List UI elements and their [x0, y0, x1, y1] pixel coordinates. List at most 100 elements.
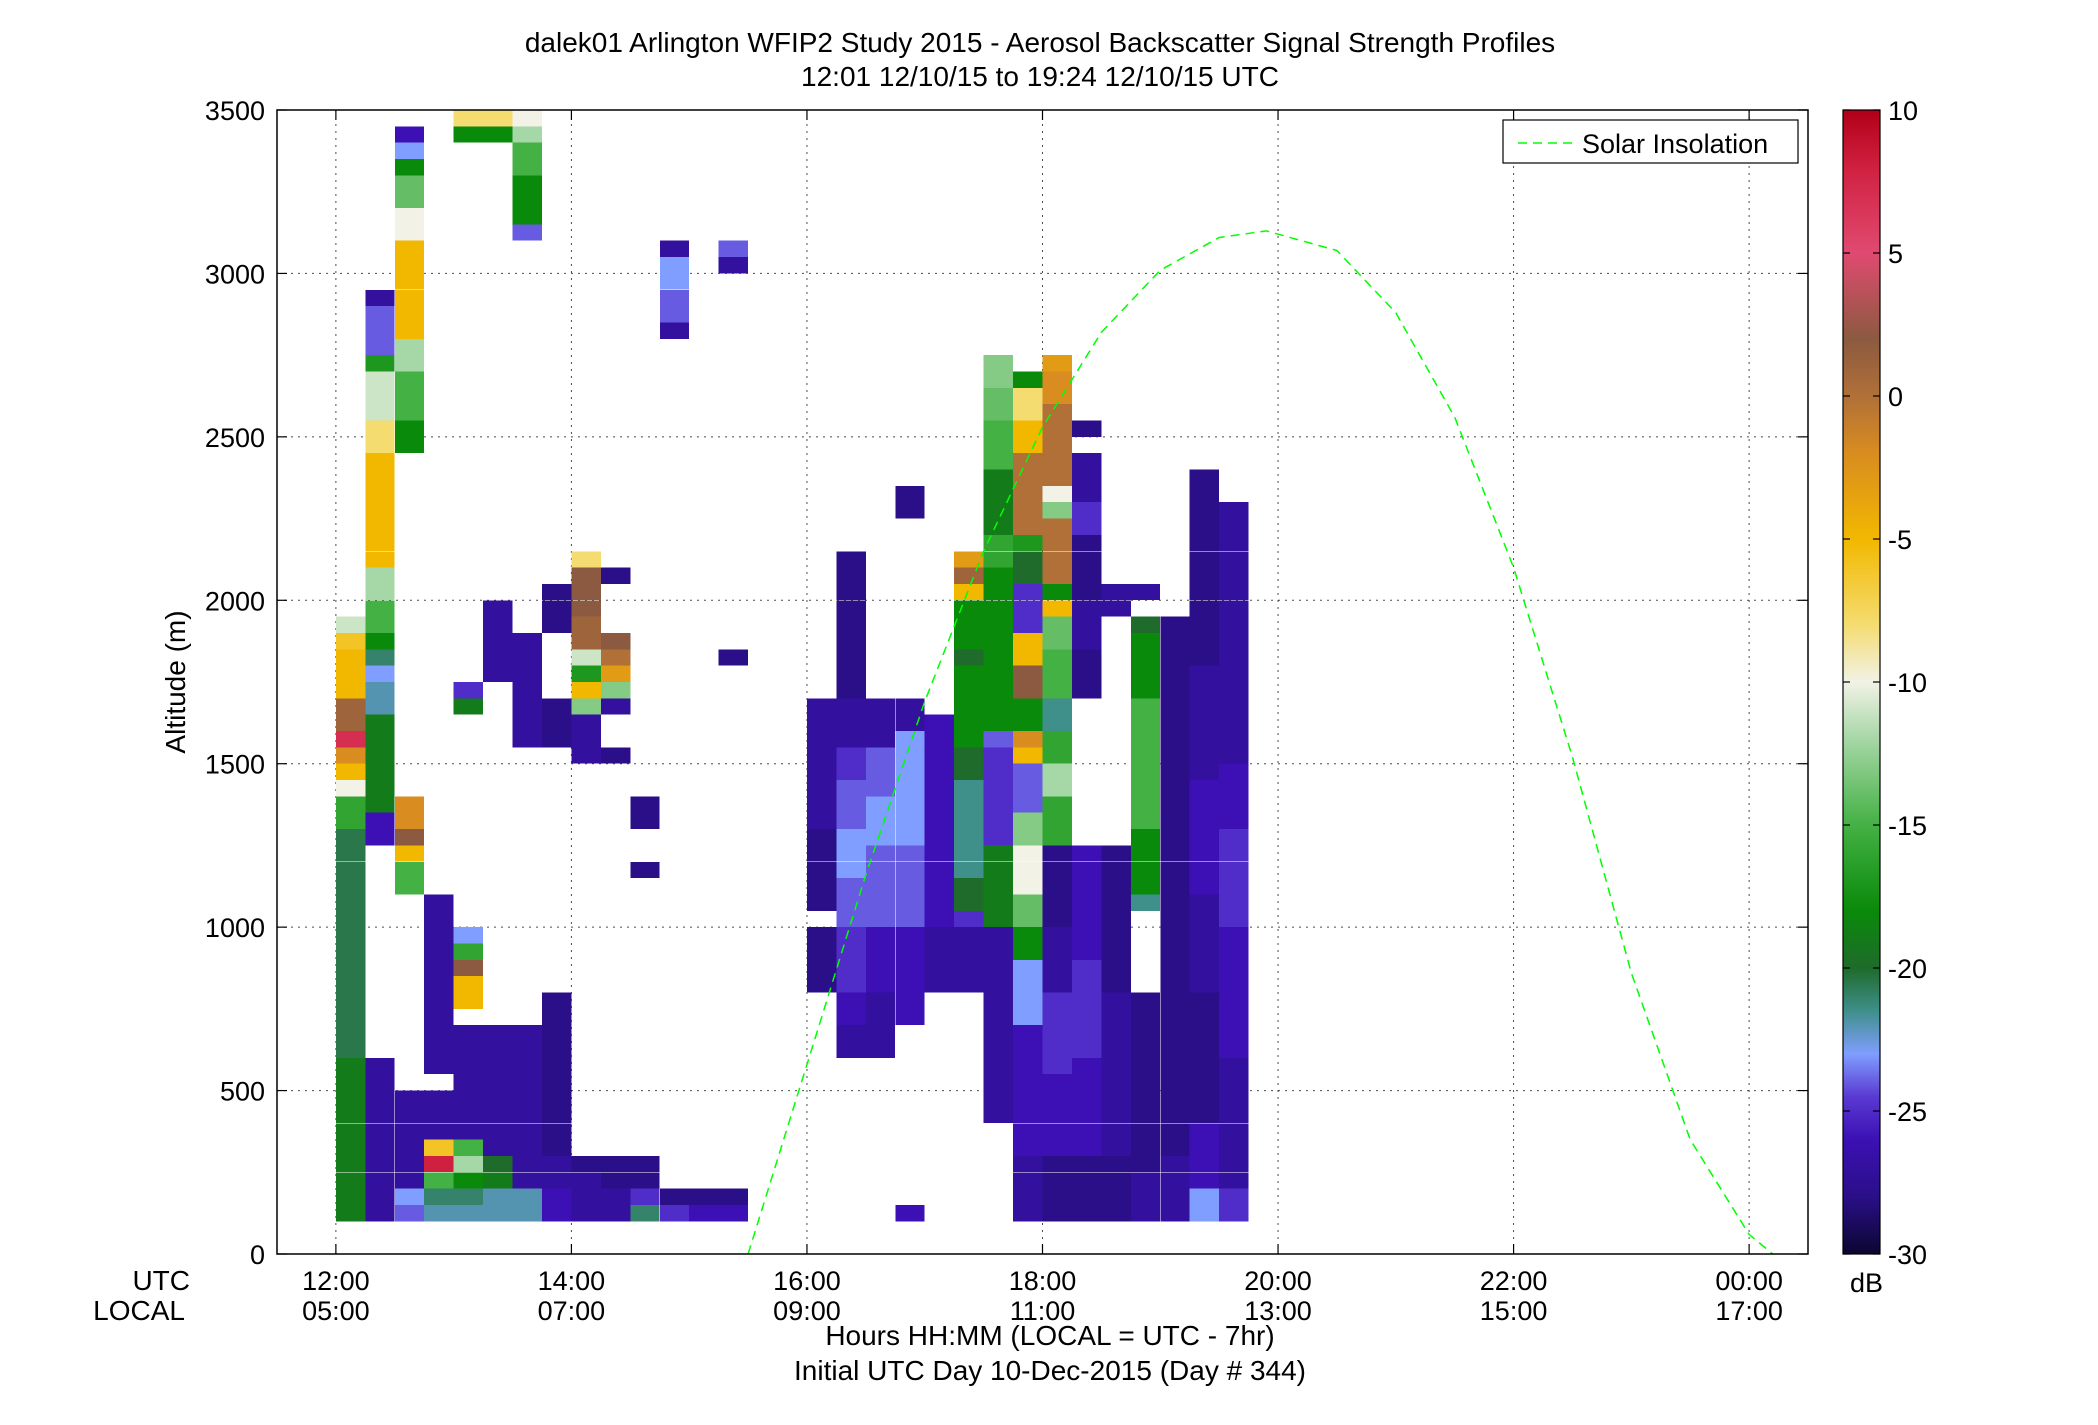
heatmap-cell: [365, 682, 395, 699]
heatmap-cell: [394, 829, 425, 846]
heatmap-cell: [807, 714, 837, 731]
heatmap-cell: [512, 1155, 542, 1173]
heatmap-cell: [807, 763, 837, 780]
heatmap-cell: [983, 453, 1013, 470]
heatmap-cell: [483, 1155, 513, 1173]
heatmap-cell: [1160, 682, 1190, 699]
heatmap-cell: [1101, 1106, 1131, 1124]
heatmap-cell: [1130, 763, 1161, 780]
heatmap-cell: [1219, 845, 1249, 862]
heatmap-cell: [659, 273, 690, 290]
heatmap-cell: [895, 1008, 925, 1026]
heatmap-cell: [335, 665, 366, 682]
heatmap-cell: [453, 110, 484, 127]
x-tick-label-local: 17:00: [1715, 1296, 1783, 1326]
heatmap-cell: [1189, 649, 1220, 666]
heatmap-cell: [600, 649, 631, 666]
heatmap-cell: [483, 1188, 513, 1205]
heatmap-cell: [1160, 927, 1190, 944]
heatmap-cell: [718, 1188, 748, 1205]
legend-box: [1502, 119, 1799, 164]
heatmap-cell: [453, 126, 484, 143]
heatmap-cell: [512, 1025, 542, 1042]
heatmap-cell: [600, 1205, 631, 1222]
series-line-solar-insolation: [747, 230, 1774, 1254]
heatmap-cell: [453, 927, 484, 944]
heatmap-cell: [1071, 910, 1102, 928]
heatmap-cell: [1013, 1155, 1043, 1173]
heatmap-cell: [453, 1188, 484, 1205]
heatmap-cell: [453, 959, 484, 977]
heatmap-cell: [1219, 943, 1249, 960]
heatmap-cell: [1219, 878, 1249, 895]
heatmap-cell: [1219, 796, 1249, 813]
heatmap-cell: [453, 1139, 484, 1156]
heatmap-cell: [983, 992, 1013, 1009]
heatmap-cell: [365, 404, 395, 421]
heatmap-cell: [394, 1172, 425, 1189]
heatmap-cell: [571, 633, 601, 650]
heatmap-cell: [394, 878, 425, 895]
heatmap-cell: [483, 616, 513, 633]
heatmap-cell: [983, 371, 1013, 388]
colorbar-tick-label: -15: [1888, 811, 1927, 841]
heatmap-cell: [983, 682, 1013, 699]
heatmap-cell: [1101, 992, 1131, 1009]
heatmap-cell: [1189, 1074, 1220, 1091]
heatmap-cell: [954, 583, 984, 601]
heatmap-cell: [512, 1106, 542, 1124]
heatmap-cell: [1219, 518, 1249, 535]
heatmap-cell: [1013, 1205, 1043, 1222]
heatmap-cell: [836, 600, 866, 617]
heatmap-cell: [1071, 649, 1102, 666]
heatmap-cell: [394, 126, 425, 143]
heatmap-cell: [483, 1025, 513, 1042]
heatmap-cell: [836, 943, 866, 960]
heatmap-cell: [983, 698, 1013, 715]
heatmap-cell: [1219, 583, 1249, 601]
colorbar-tick-label: 5: [1888, 239, 1903, 269]
heatmap-cell: [483, 1090, 513, 1107]
heatmap-cell: [453, 1155, 484, 1173]
heatmap-cell: [1042, 812, 1072, 829]
heatmap-cell: [424, 1025, 454, 1042]
heatmap-cell: [954, 780, 984, 797]
heatmap-cell: [895, 910, 925, 928]
heatmap-cell: [836, 616, 866, 633]
heatmap-cell: [807, 861, 837, 879]
heatmap-cell: [542, 1155, 572, 1173]
heatmap-cell: [1013, 600, 1043, 617]
heatmap-cell: [1013, 649, 1043, 666]
heatmap-cell: [365, 1123, 395, 1140]
heatmap-cell: [954, 976, 984, 993]
heatmap-cell: [512, 1188, 542, 1205]
heatmap-cell: [983, 731, 1013, 748]
heatmap-cell: [483, 1106, 513, 1124]
heatmap-cell: [895, 894, 925, 911]
heatmap-cell: [1013, 1188, 1043, 1205]
heatmap-cell: [512, 1074, 542, 1091]
heatmap-cell: [453, 698, 484, 715]
heatmap-cell: [1160, 845, 1190, 862]
heatmap-cell: [836, 894, 866, 911]
heatmap-cell: [394, 796, 425, 813]
heatmap-cell: [1013, 534, 1043, 552]
heatmap-cell: [1189, 747, 1220, 764]
heatmap-cell: [394, 159, 425, 176]
heatmap-cell: [895, 731, 925, 748]
heatmap-cell: [954, 894, 984, 911]
heatmap-cell: [1101, 1172, 1131, 1189]
heatmap-cell: [512, 126, 542, 143]
heatmap-cell: [365, 502, 395, 519]
heatmap-cell: [1189, 665, 1220, 682]
y-tick-label: 1500: [205, 750, 265, 780]
heatmap-cell: [1042, 583, 1072, 601]
heatmap-cell: [1219, 649, 1249, 666]
x-tick-label-utc: 22:00: [1480, 1266, 1548, 1296]
heatmap-cell: [1101, 1074, 1131, 1091]
heatmap-cell: [865, 1008, 896, 1026]
heatmap-cell: [394, 1139, 425, 1156]
heatmap-cell: [659, 322, 690, 339]
heatmap-cell: [1101, 1025, 1131, 1042]
heatmap-cell: [1130, 583, 1161, 601]
